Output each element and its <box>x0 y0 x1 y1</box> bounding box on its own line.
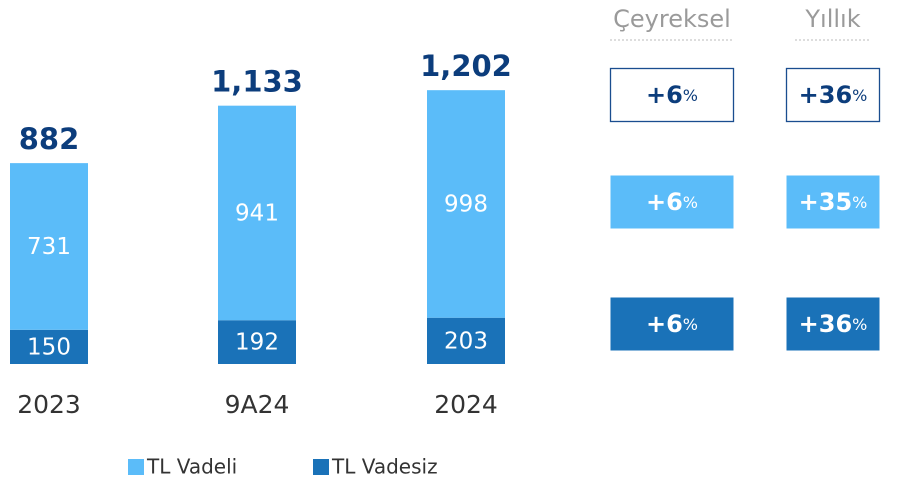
segment-label: 192 <box>235 330 279 356</box>
segment-label: 150 <box>27 334 71 360</box>
growth-box <box>786 297 880 351</box>
total-label: 1,202 <box>420 49 512 83</box>
x-tick-label: 2023 <box>17 390 81 419</box>
growth-box <box>610 175 734 229</box>
x-tick-label: 9A24 <box>225 390 290 419</box>
legend-swatch <box>128 459 144 475</box>
segment-label: 941 <box>235 200 279 226</box>
growth-value: +36% <box>799 310 868 338</box>
bar-segment <box>218 320 296 364</box>
total-label: 1,133 <box>211 65 303 99</box>
growth-value: +36% <box>799 81 868 109</box>
growth-value: +6% <box>646 81 698 109</box>
x-tick-label: 2024 <box>434 390 498 419</box>
column-header: Yıllık <box>804 5 860 33</box>
growth-value: +6% <box>646 310 698 338</box>
growth-box <box>785 67 881 123</box>
legend-label: TL Vadesiz <box>331 455 438 479</box>
growth-value: +35% <box>799 188 868 216</box>
growth-box <box>610 297 734 351</box>
segment-label: 203 <box>444 328 488 354</box>
segment-label: 731 <box>27 234 71 260</box>
total-label: 882 <box>19 122 80 156</box>
legend-label: TL Vadeli <box>146 455 237 479</box>
legend-swatch <box>313 459 329 475</box>
growth-box <box>609 67 735 123</box>
bar-segment <box>427 90 505 318</box>
growth-box <box>786 175 880 229</box>
bar-segment <box>10 163 88 330</box>
segment-label: 998 <box>444 191 488 217</box>
bar-segment <box>10 329 88 364</box>
column-header: Çeyreksel <box>613 5 731 33</box>
bar-segment <box>427 317 505 364</box>
bar-segment <box>218 105 296 321</box>
growth-value: +6% <box>646 188 698 216</box>
